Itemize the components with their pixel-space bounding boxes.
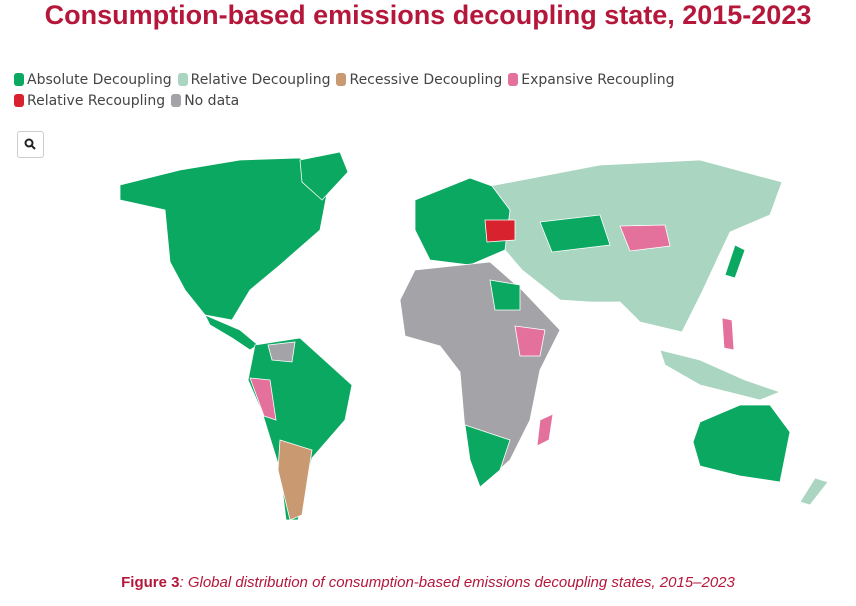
legend-item[interactable]: Relative Decoupling <box>177 70 331 91</box>
search-button[interactable] <box>17 131 44 158</box>
caption-text: : Global distribution of consumption-bas… <box>179 574 735 591</box>
legend: Absolute Decoupling Relative Decoupling Re… <box>14 70 834 112</box>
kazakhstan <box>539 214 611 253</box>
venezuela <box>267 341 296 363</box>
argentina <box>277 439 313 521</box>
legend-label: Relative Decoupling <box>190 72 331 88</box>
title: Consumption-based emissions decoupling s… <box>44 0 812 30</box>
australia <box>692 404 791 483</box>
world-map <box>119 151 829 521</box>
legend-label: No data <box>184 93 240 109</box>
legend-swatch <box>508 73 519 86</box>
new-zealand <box>799 477 829 506</box>
legend-swatch <box>177 73 188 86</box>
ukraine <box>484 219 516 243</box>
legend-item[interactable]: Expansive Recoupling <box>508 70 675 91</box>
legend-label: Absolute Decoupling <box>27 72 172 88</box>
north-america <box>119 157 331 321</box>
peru <box>249 377 277 421</box>
egypt <box>489 279 521 311</box>
madagascar <box>536 413 554 447</box>
legend-label: Recessive Decoupling <box>349 72 503 88</box>
ethiopia <box>514 325 546 357</box>
legend-label: Expansive Recoupling <box>521 72 675 88</box>
greenland <box>299 151 349 201</box>
central-america <box>204 314 259 351</box>
mongolia <box>619 224 671 252</box>
legend-swatch <box>14 73 24 86</box>
philippines <box>721 317 735 351</box>
southeast-asia <box>659 349 782 401</box>
legend-item[interactable]: Recessive Decoupling <box>336 70 502 91</box>
japan <box>724 244 746 279</box>
south-america <box>247 337 353 521</box>
legend-swatch <box>336 73 347 86</box>
legend-item[interactable]: No data <box>171 91 239 112</box>
legend-swatch <box>14 94 24 107</box>
southern-africa <box>464 424 511 488</box>
caption: Figure 3: Global distribution of consump… <box>0 574 856 591</box>
search-icon <box>24 138 36 150</box>
legend-label: Relative Recoupling <box>27 93 166 109</box>
caption-label: Figure 3 <box>121 574 180 591</box>
legend-item[interactable]: Relative Recoupling <box>14 91 165 112</box>
europe <box>414 177 511 266</box>
legend-item[interactable]: Absolute Decoupling <box>14 70 172 91</box>
legend-swatch <box>171 94 182 107</box>
